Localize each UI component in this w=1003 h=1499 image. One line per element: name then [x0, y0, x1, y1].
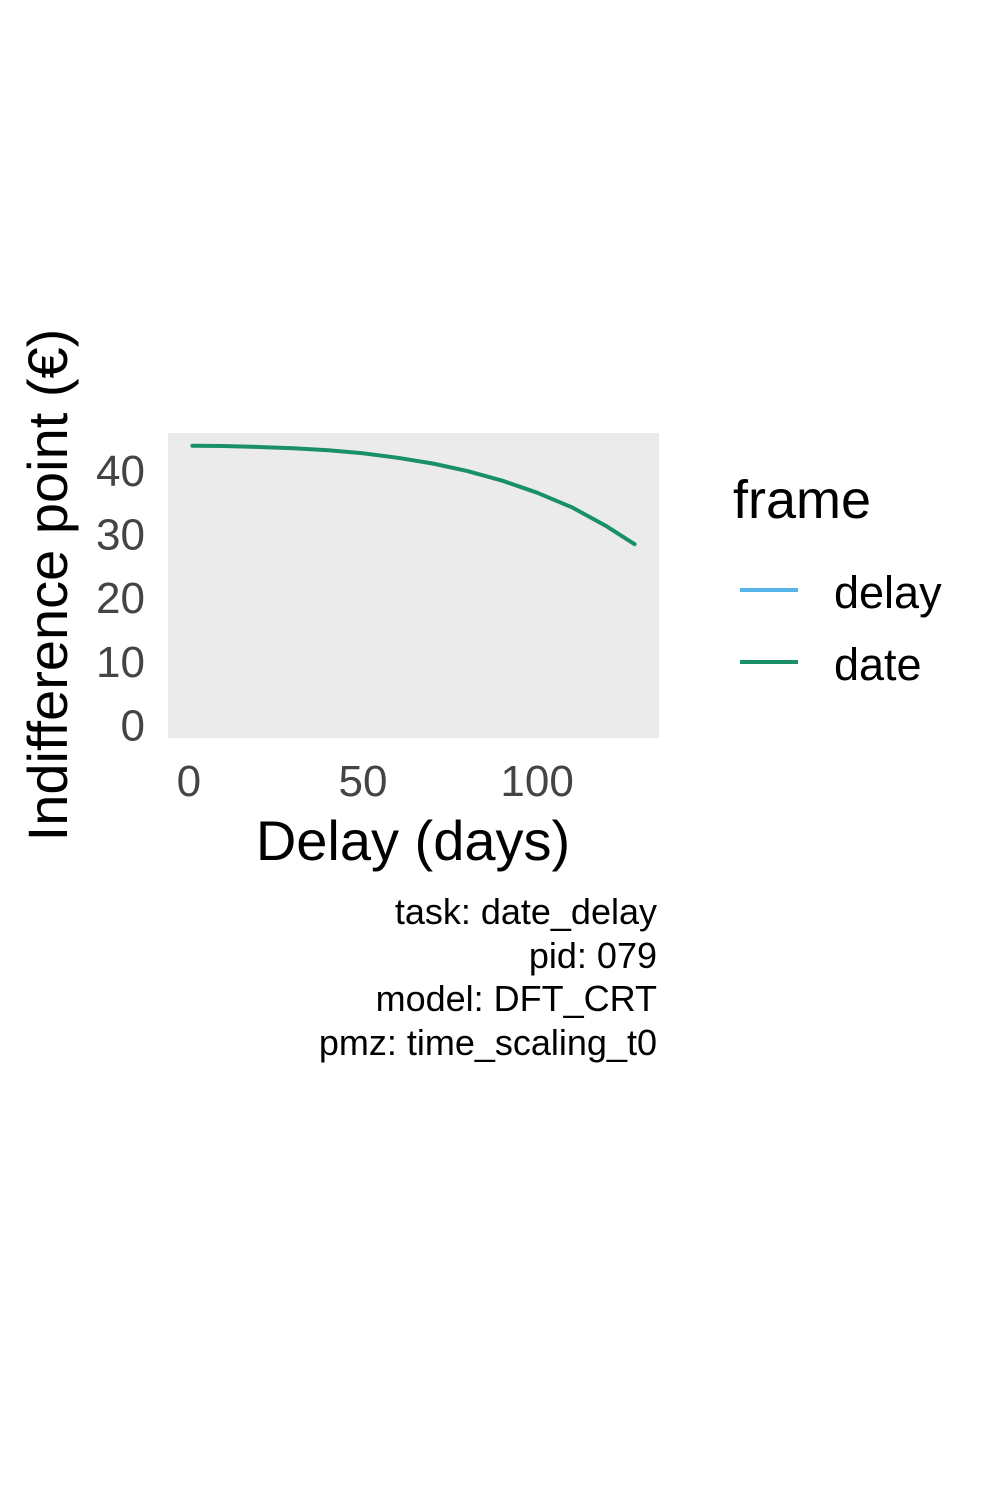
y-tick-labels: 0 10 20 30 40 — [96, 447, 145, 750]
caption-line-pmz: pmz: time_scaling_t0 — [319, 1022, 657, 1063]
legend-label-delay: delay — [834, 567, 942, 618]
legend-label-date: date — [834, 639, 922, 690]
y-tick-label: 10 — [96, 638, 145, 687]
x-tick-labels: 0 50 100 — [177, 757, 574, 806]
y-tick-label: 30 — [96, 511, 145, 560]
plot-panel — [168, 433, 659, 738]
y-axis-title: Indifference point (€) — [16, 329, 79, 842]
series-line-date — [190, 443, 637, 547]
y-tick-label: 40 — [96, 447, 145, 496]
caption: task: date_delay pid: 079 model: DFT_CRT… — [319, 891, 657, 1063]
legend: frame delay date — [733, 470, 942, 690]
x-axis-title: Delay (days) — [256, 809, 570, 872]
legend-title: frame — [733, 470, 871, 530]
caption-line-model: model: DFT_CRT — [376, 978, 657, 1019]
y-tick-label: 20 — [96, 574, 145, 623]
x-tick-label: 100 — [500, 757, 573, 806]
x-tick-label: 50 — [339, 757, 388, 806]
caption-line-pid: pid: 079 — [529, 935, 657, 976]
y-tick-label: 0 — [121, 701, 145, 750]
series-layer — [190, 443, 637, 547]
caption-line-task: task: date_delay — [395, 891, 657, 932]
x-tick-label: 0 — [177, 757, 201, 806]
